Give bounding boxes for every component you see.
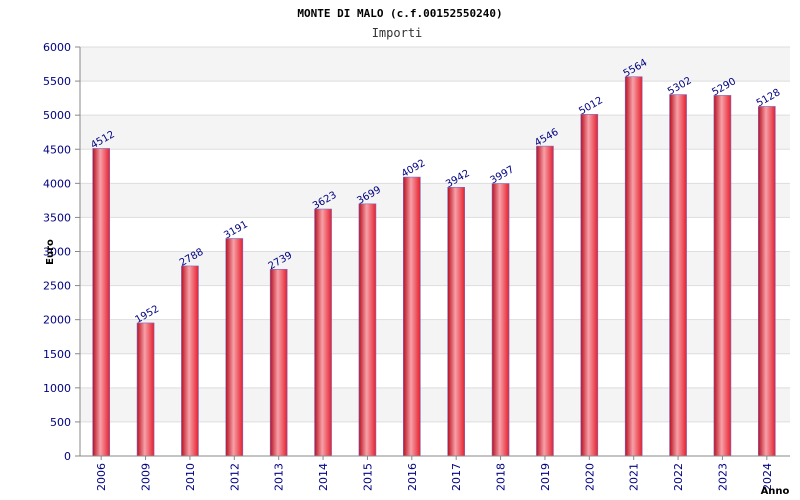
bar-2014 — [314, 208, 332, 457]
data-label-2020: 5012 — [577, 95, 605, 117]
bar-2015 — [358, 203, 377, 457]
x-tick-label-2010: 2010 — [184, 463, 197, 491]
y-axis: 0 500 1000 1500 2000 2500 3000 3500 4000 4500 5000… — [43, 41, 81, 463]
x-tick-label-2023: 2023 — [716, 463, 729, 491]
x-tick-label-2014: 2014 — [317, 463, 330, 491]
y-tick-label: 1500 — [43, 348, 71, 361]
y-tick-label: 6000 — [43, 41, 71, 54]
y-tick-label: 1000 — [43, 382, 71, 395]
bar-2012 — [225, 238, 244, 457]
y-tick-label: 5000 — [43, 109, 71, 122]
bar-2009 — [136, 322, 155, 457]
bar-2006 — [92, 148, 110, 457]
bar-2020 — [580, 114, 599, 457]
chart-subtitle: Importi — [372, 26, 423, 40]
bar-2019 — [536, 145, 554, 457]
y-tick-label: 2000 — [43, 314, 71, 327]
bar-2013 — [269, 268, 288, 457]
bar-2022 — [669, 94, 687, 457]
x-tick-label-2009: 2009 — [140, 463, 153, 491]
x-tick-label-2013: 2013 — [273, 463, 286, 491]
y-tick-label: 3000 — [43, 246, 71, 259]
y-tick-label: 2500 — [43, 280, 71, 293]
x-tick-label-2017: 2017 — [450, 463, 463, 491]
x-tick-label-2021: 2021 — [628, 463, 641, 491]
x-tick-label-2022: 2022 — [672, 463, 685, 491]
y-axis-label: Euro — [45, 239, 56, 265]
x-tick-label-2016: 2016 — [406, 463, 419, 491]
x-tick-label-2015: 2015 — [361, 463, 374, 491]
x-tick-label-2018: 2018 — [495, 463, 508, 491]
x-tick-label-2020: 2020 — [583, 463, 596, 491]
x-axis-label: Anno — [761, 486, 790, 497]
chart-title: MONTE DI MALO (c.f.00152550240) — [297, 7, 502, 20]
bar-2021 — [624, 76, 643, 457]
bar-2010 — [181, 265, 199, 457]
x-tick-label-2019: 2019 — [539, 463, 552, 491]
bars — [92, 76, 776, 457]
x-axis: 2006 2009 2010 2012 2013 2014 2015 2016 2017 2018… — [80, 455, 790, 491]
data-label-2012: 3191 — [222, 219, 250, 241]
y-tick-label: 500 — [50, 416, 71, 429]
x-tick-label-2024: 2024 — [761, 463, 774, 491]
data-label-2024: 5128 — [755, 87, 783, 109]
x-tick-label-2006: 2006 — [95, 463, 108, 491]
bar-2018 — [491, 183, 510, 457]
bar-2016 — [403, 176, 421, 457]
bar-2017 — [447, 186, 465, 457]
y-tick-label: 5500 — [43, 75, 71, 88]
bar-2024 — [758, 106, 776, 457]
grid-band — [80, 47, 790, 82]
bar-2023 — [713, 95, 732, 457]
y-tick-label: 4000 — [43, 177, 71, 190]
y-tick-label: 0 — [64, 450, 71, 463]
y-tick-label: 4500 — [43, 143, 71, 156]
data-label-2016: 4092 — [400, 158, 428, 180]
y-tick-label: 3500 — [43, 211, 71, 224]
x-tick-label-2012: 2012 — [228, 463, 241, 491]
